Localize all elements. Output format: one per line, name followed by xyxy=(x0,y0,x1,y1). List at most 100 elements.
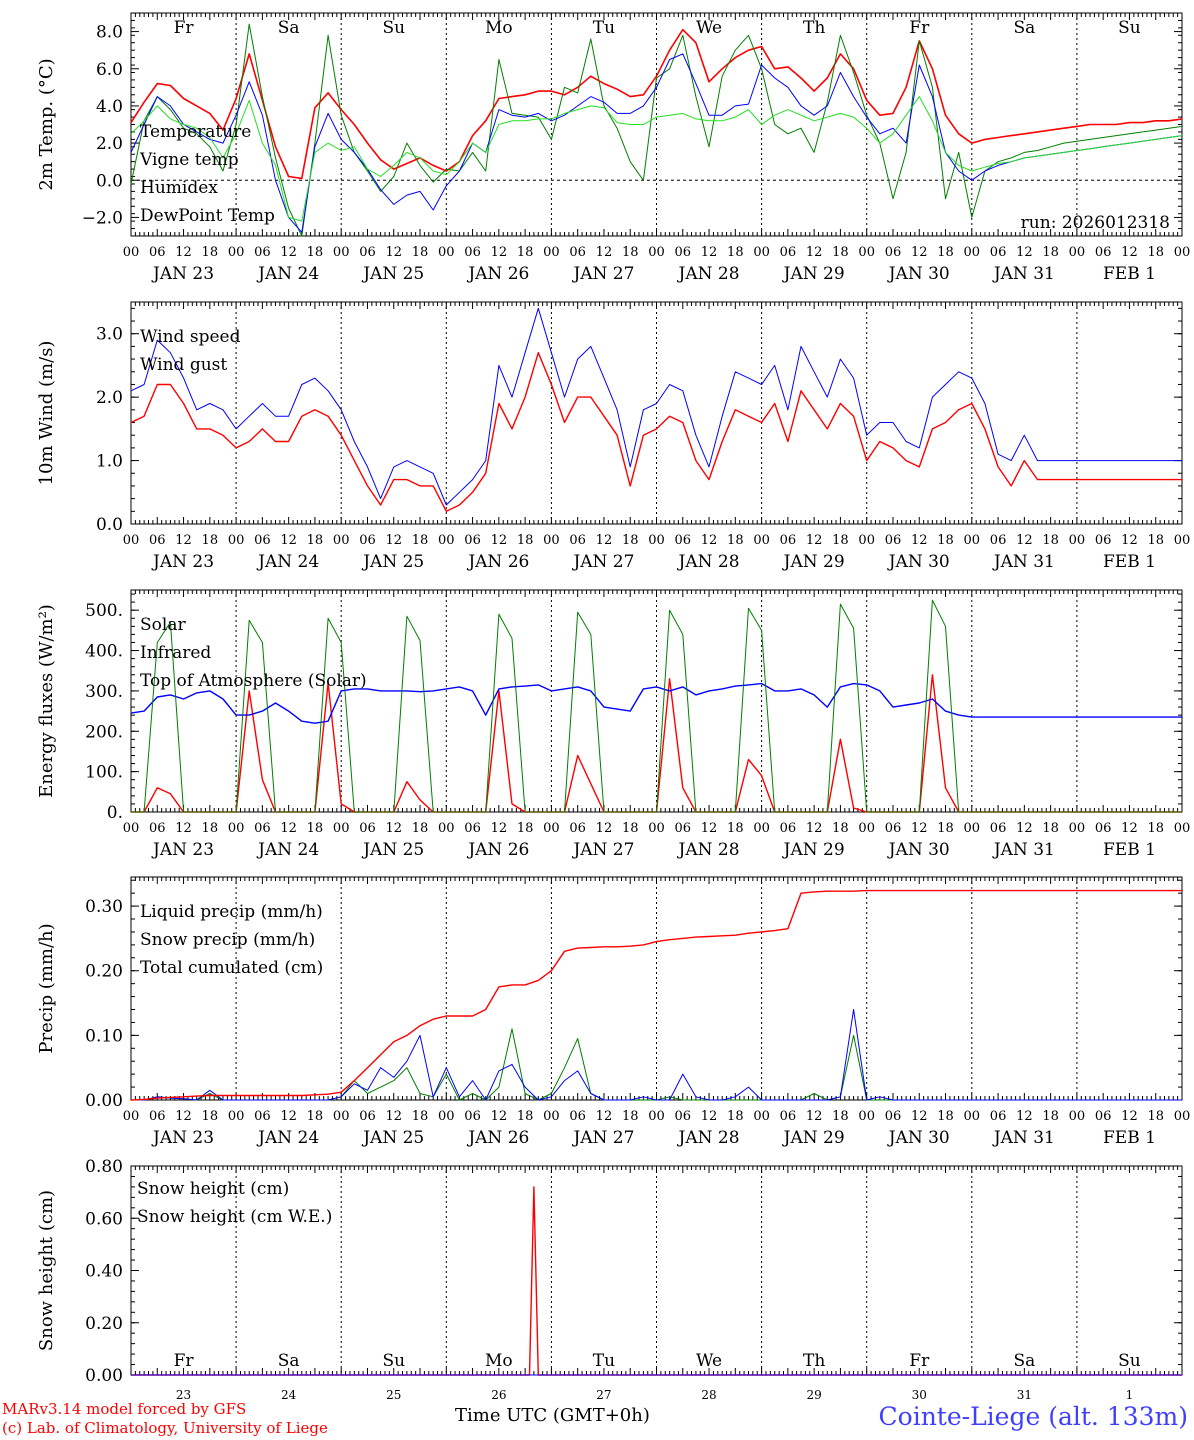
legend-entry: Snow precip (mm/h) xyxy=(140,930,315,950)
hour-label: 12 xyxy=(175,533,192,548)
y-tick-label: 8.0 xyxy=(96,23,123,43)
legend-entry: Vigne temp xyxy=(139,150,239,170)
hour-label: 12 xyxy=(491,821,508,836)
hour-label: 12 xyxy=(385,245,402,260)
hour-label: 00 xyxy=(333,1109,350,1124)
date-label: JAN 25 xyxy=(361,552,424,572)
weekday-label: Th xyxy=(803,18,825,38)
hour-label: 18 xyxy=(1147,821,1164,836)
y-axis-title: Energy fluxes (W/m²) xyxy=(36,604,57,798)
hour-label: 18 xyxy=(832,821,849,836)
hour-label: 00 xyxy=(1069,1109,1086,1124)
weekday-label: We xyxy=(696,1351,722,1371)
hour-label: 06 xyxy=(675,533,692,548)
date-label: JAN 24 xyxy=(256,1128,319,1148)
hour-label: 18 xyxy=(307,533,324,548)
day-number-label: 27 xyxy=(596,1388,611,1402)
hour-label: 18 xyxy=(937,245,954,260)
hour-label: 00 xyxy=(753,245,770,260)
hour-label: 00 xyxy=(1174,245,1191,260)
hour-label: 00 xyxy=(123,821,140,836)
hour-label: 06 xyxy=(780,533,797,548)
weekday-label: Fr xyxy=(909,18,930,38)
hour-label: 18 xyxy=(1042,245,1059,260)
weekday-label: Sa xyxy=(278,18,300,38)
hour-label: 00 xyxy=(648,533,665,548)
hour-label: 00 xyxy=(753,821,770,836)
hour-label: 18 xyxy=(832,245,849,260)
hour-label: 12 xyxy=(1016,533,1033,548)
y-tick-label: 0.10 xyxy=(85,1026,123,1046)
hour-label: 06 xyxy=(1095,1109,1112,1124)
hour-label: 00 xyxy=(543,533,560,548)
hour-label: 18 xyxy=(412,1109,429,1124)
hour-label: 00 xyxy=(1174,533,1191,548)
date-label: JAN 25 xyxy=(361,1128,424,1148)
y-tick-label: 3.0 xyxy=(96,325,123,345)
hour-label: 18 xyxy=(517,245,534,260)
date-label: JAN 30 xyxy=(887,840,950,860)
date-label: JAN 23 xyxy=(151,1128,214,1148)
date-label: JAN 27 xyxy=(571,264,634,284)
series-line-top-of-atmosphere-solar- xyxy=(131,599,1182,813)
series-line-infrared xyxy=(130,682,1182,724)
date-label: JAN 24 xyxy=(256,552,319,572)
hour-label: 06 xyxy=(149,1109,166,1124)
hour-label: 18 xyxy=(1042,1109,1059,1124)
hour-label: 18 xyxy=(307,1109,324,1124)
date-label: FEB 1 xyxy=(1103,840,1156,860)
hour-label: 00 xyxy=(228,533,245,548)
hour-label: 06 xyxy=(990,821,1007,836)
y-tick-label: 0.80 xyxy=(85,1157,123,1177)
hour-label: 12 xyxy=(701,533,718,548)
date-label: JAN 29 xyxy=(782,840,845,860)
hour-label: 00 xyxy=(858,1109,875,1124)
date-label: JAN 26 xyxy=(466,1128,529,1148)
hour-label: 00 xyxy=(753,1109,770,1124)
date-label: FEB 1 xyxy=(1103,552,1156,572)
legend-entry: Snow height (cm W.E.) xyxy=(137,1207,332,1227)
series-line-total-cumulated-cm- xyxy=(130,889,1182,1101)
weekday-label: Mo xyxy=(485,18,513,38)
legend-entry: Solar xyxy=(140,615,186,635)
hour-label: 00 xyxy=(543,821,560,836)
hour-label: 18 xyxy=(412,245,429,260)
date-label: JAN 27 xyxy=(571,1128,634,1148)
hour-label: 18 xyxy=(937,1109,954,1124)
hour-label: 06 xyxy=(254,245,271,260)
hour-label: 12 xyxy=(1016,245,1033,260)
y-tick-label: 4.0 xyxy=(96,97,123,117)
hour-label: 18 xyxy=(622,821,639,836)
y-tick-label: 1.0 xyxy=(96,452,123,472)
hour-label: 12 xyxy=(280,533,297,548)
hour-label: 06 xyxy=(464,1109,481,1124)
hour-label: 00 xyxy=(648,821,665,836)
weekday-label: Su xyxy=(1118,1351,1141,1371)
hour-label: 00 xyxy=(438,821,455,836)
hour-label: 18 xyxy=(622,1109,639,1124)
hour-label: 18 xyxy=(412,533,429,548)
series-line-humidex xyxy=(130,53,1183,233)
hour-label: 00 xyxy=(858,533,875,548)
legend-entry: Infrared xyxy=(140,643,211,663)
date-label: JAN 31 xyxy=(992,552,1055,572)
hour-label: 00 xyxy=(1069,533,1086,548)
date-label: JAN 23 xyxy=(151,840,214,860)
date-label: FEB 1 xyxy=(1103,264,1156,284)
date-label: JAN 31 xyxy=(992,264,1055,284)
hour-label: 12 xyxy=(491,1109,508,1124)
hour-label: 12 xyxy=(385,821,402,836)
chart-panel-2: 0.0 1.0 2.0 3.0 10m Wind (m/s) Wind speed Wind… xyxy=(36,301,1191,572)
hour-label: 12 xyxy=(280,1109,297,1124)
hour-label: 06 xyxy=(149,533,166,548)
day-number-label: 23 xyxy=(176,1388,191,1402)
weekday-label: Su xyxy=(382,18,405,38)
chart-panel-5: 0.00 0.20 0.40 0.60 0.80 Snow height (cm) Snow… xyxy=(36,1157,1183,1402)
hour-label: 12 xyxy=(596,245,613,260)
x-axis-label: Time UTC (GMT+0h) xyxy=(455,1405,650,1426)
hour-label: 06 xyxy=(569,533,586,548)
hour-label: 12 xyxy=(596,533,613,548)
hour-label: 06 xyxy=(359,1109,376,1124)
y-tick-label: 0.00 xyxy=(85,1366,123,1386)
